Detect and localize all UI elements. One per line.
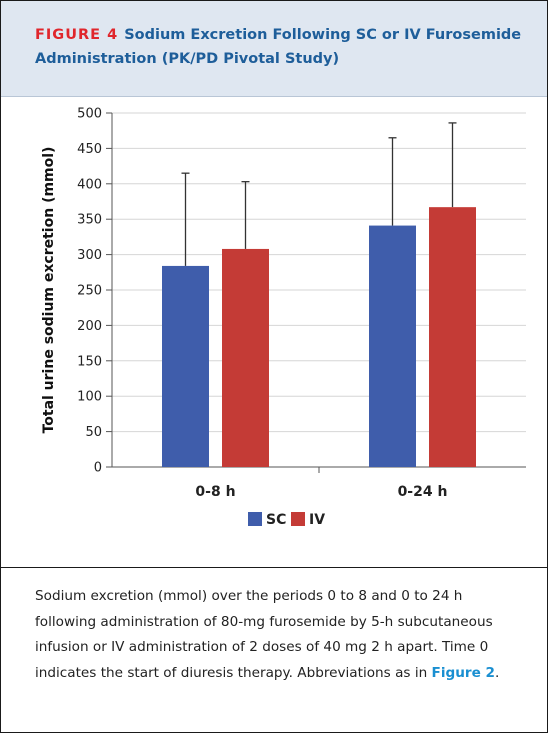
x-category-label: 0-8 h <box>195 484 235 500</box>
y-tick-label: 0 <box>94 461 102 476</box>
y-tick-label: 450 <box>77 142 102 157</box>
chart-area: 0 50 100 150 200 250 300 350 400 450 500 0-8 h 0-24 … <box>1 97 547 567</box>
bar-sc <box>162 265 209 467</box>
y-tick-label: 150 <box>77 354 102 369</box>
y-axis-title: Total urine sodium excretion (mmol) <box>41 147 57 434</box>
bar-iv <box>222 248 269 467</box>
caption-divider <box>1 567 547 568</box>
y-tick-label: 500 <box>77 107 102 122</box>
y-tick-label: 250 <box>77 284 102 299</box>
figure-caption: Sodium excretion (mmol) over the periods… <box>35 584 521 686</box>
figure-title: Sodium Excretion Following SC or IV Furo… <box>35 27 522 67</box>
legend-label-iv: IV <box>309 512 325 528</box>
y-tick-label: 300 <box>77 248 102 263</box>
y-tick-label: 200 <box>77 319 102 334</box>
caption-figure-link[interactable]: Figure 2 <box>431 664 495 681</box>
y-tick-label: 350 <box>77 213 102 228</box>
figure-header: FIGURE 4 Sodium Excretion Following SC or… <box>1 1 547 97</box>
caption-end: . <box>495 664 500 681</box>
legend-swatch-sc <box>248 512 262 526</box>
y-tick-label: 100 <box>77 390 102 405</box>
y-tick-label: 400 <box>77 177 102 192</box>
x-category-label: 0-24 h <box>398 484 448 500</box>
bar-iv <box>429 207 476 467</box>
legend-swatch-iv <box>291 512 305 526</box>
figure-title-block: FIGURE 4 Sodium Excretion Following SC or… <box>35 23 535 71</box>
y-tick-label: 50 <box>85 425 102 440</box>
bar-chart: 0 50 100 150 200 250 300 350 400 450 500 0-8 h 0-24 … <box>41 107 526 528</box>
legend-label-sc: SC <box>266 512 286 528</box>
figure-label: FIGURE 4 <box>35 27 119 43</box>
bar-sc <box>369 225 416 467</box>
caption-text: Sodium excretion (mmol) over the periods… <box>35 588 493 681</box>
